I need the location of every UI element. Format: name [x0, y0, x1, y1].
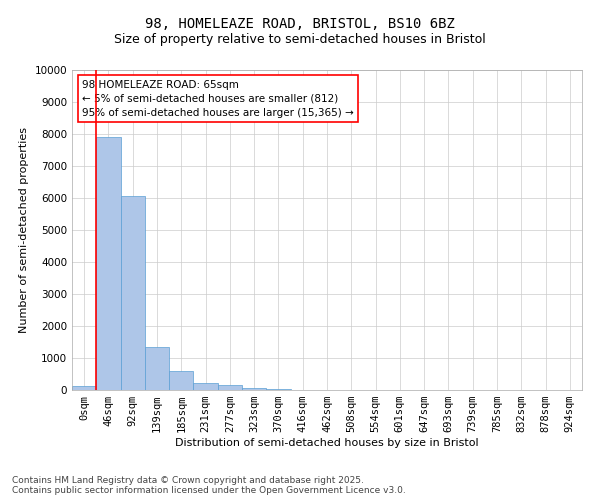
Text: 98, HOMELEAZE ROAD, BRISTOL, BS10 6BZ: 98, HOMELEAZE ROAD, BRISTOL, BS10 6BZ [145, 18, 455, 32]
Y-axis label: Number of semi-detached properties: Number of semi-detached properties [19, 127, 29, 333]
Bar [193, 382, 218, 390]
Bar [169, 371, 193, 390]
Bar [218, 385, 242, 390]
Text: Size of property relative to semi-detached houses in Bristol: Size of property relative to semi-detach… [114, 32, 486, 46]
Bar [96, 137, 121, 390]
Bar [242, 388, 266, 390]
Bar [121, 196, 145, 390]
Text: 98 HOMELEAZE ROAD: 65sqm
← 5% of semi-detached houses are smaller (812)
95% of s: 98 HOMELEAZE ROAD: 65sqm ← 5% of semi-de… [82, 80, 354, 118]
X-axis label: Distribution of semi-detached houses by size in Bristol: Distribution of semi-detached houses by … [175, 438, 479, 448]
Bar [72, 386, 96, 390]
Text: Contains HM Land Registry data © Crown copyright and database right 2025.
Contai: Contains HM Land Registry data © Crown c… [12, 476, 406, 495]
Bar [145, 347, 169, 390]
